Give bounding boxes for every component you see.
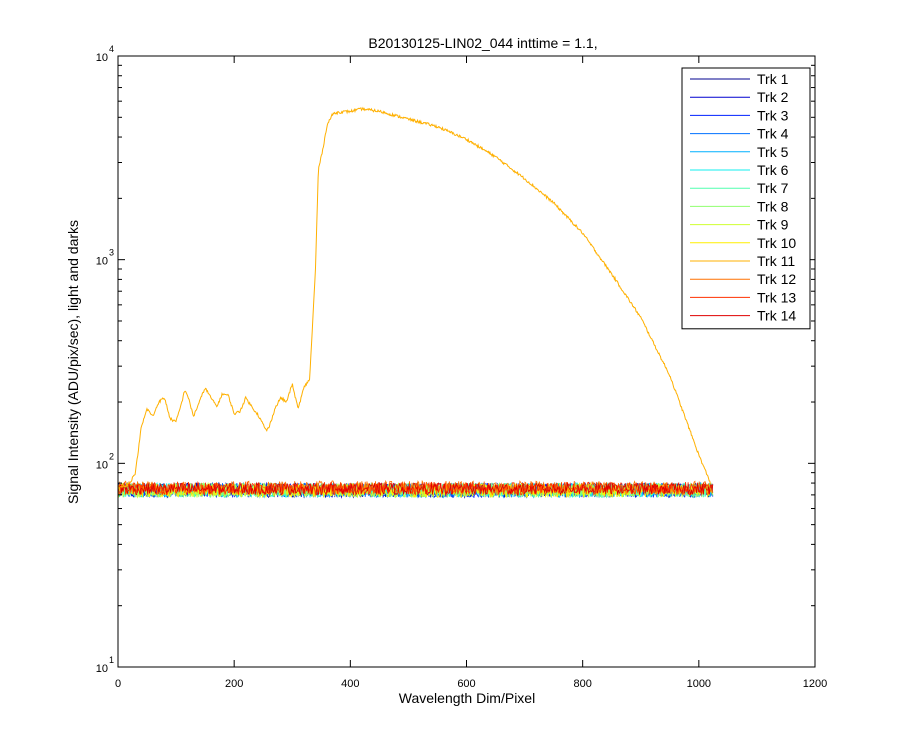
x-axis-label: Wavelength Dim/Pixel bbox=[399, 690, 535, 706]
x-tick-label: 0 bbox=[115, 678, 121, 690]
series-line-trk-10 bbox=[117, 481, 713, 499]
legend-label-trk-8: Trk 8 bbox=[757, 198, 789, 214]
x-tick-label: 200 bbox=[225, 678, 243, 690]
legend-label-trk-14: Trk 14 bbox=[757, 308, 796, 324]
series-line-trk-11 bbox=[117, 106, 711, 492]
series-line-trk-14 bbox=[117, 481, 714, 497]
legend-label-trk-4: Trk 4 bbox=[757, 126, 789, 142]
y-tick-exponent: 2 bbox=[109, 451, 114, 461]
series-line-trk-13 bbox=[117, 481, 714, 497]
x-tick-label: 800 bbox=[573, 678, 591, 690]
y-tick-label: 10 bbox=[96, 256, 108, 268]
x-tick-label: 600 bbox=[457, 678, 475, 690]
legend-label-trk-12: Trk 12 bbox=[757, 271, 796, 287]
legend-label-trk-10: Trk 10 bbox=[757, 235, 796, 251]
y-tick-exponent: 4 bbox=[109, 44, 114, 54]
legend-label-trk-9: Trk 9 bbox=[757, 217, 789, 233]
legend: Trk 1 Trk 2 Trk 3 Trk 4 Trk 5 Trk 6 Trk 7 Trk 8… bbox=[681, 67, 811, 330]
x-tick-label: 1200 bbox=[803, 678, 827, 690]
legend-label-trk-5: Trk 5 bbox=[757, 144, 789, 160]
legend-label-trk-2: Trk 2 bbox=[757, 89, 789, 105]
x-tick-label: 1000 bbox=[687, 678, 711, 690]
legend-label-trk-7: Trk 7 bbox=[757, 180, 789, 196]
y-axis-label: Signal Intensity (ADU/pix/sec), light an… bbox=[65, 220, 81, 504]
y-tick-label: 10 bbox=[96, 52, 108, 64]
y-tick-exponent: 3 bbox=[109, 248, 114, 258]
legend-label-trk-3: Trk 3 bbox=[757, 107, 789, 123]
series-layer bbox=[117, 106, 714, 499]
y-tick-label: 10 bbox=[96, 663, 108, 675]
y-tick-exponent: 1 bbox=[109, 655, 114, 665]
legend-label-trk-13: Trk 13 bbox=[757, 289, 796, 305]
legend-label-trk-6: Trk 6 bbox=[757, 162, 789, 178]
x-tick-label: 400 bbox=[341, 678, 359, 690]
legend-box bbox=[681, 67, 811, 330]
chart-title: B20130125-LIN02_044 inttime = 1.1, bbox=[368, 35, 597, 51]
legend-label-trk-11: Trk 11 bbox=[757, 253, 795, 269]
y-tick-label: 10 bbox=[96, 459, 108, 471]
legend-label-trk-1: Trk 1 bbox=[757, 71, 789, 87]
